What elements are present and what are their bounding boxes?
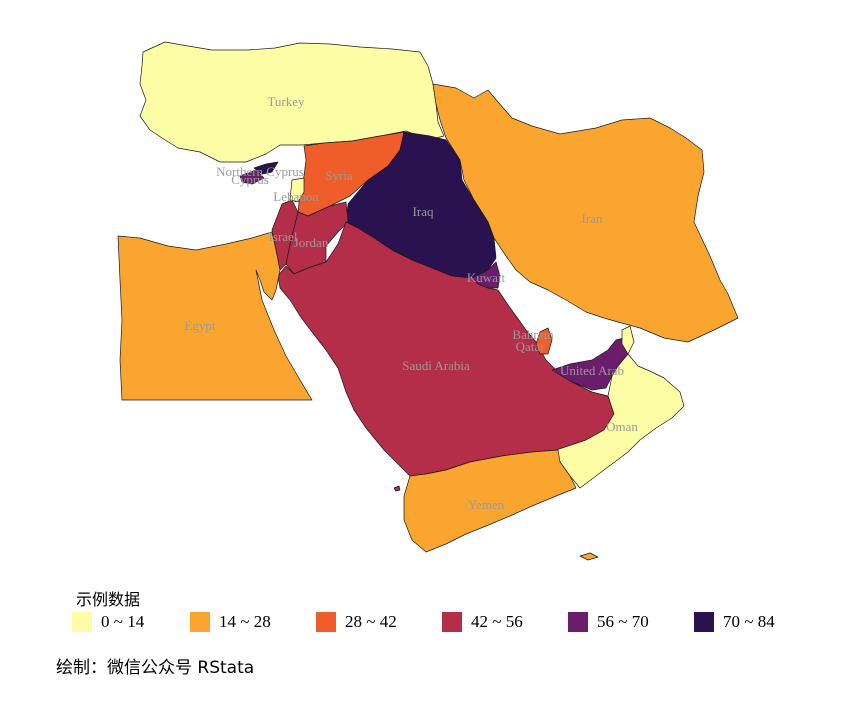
- legend-swatch: [72, 612, 92, 632]
- legend-item: 56 ~ 70: [568, 611, 649, 633]
- label-saudi-arabia: Saudi Arabia: [402, 358, 470, 373]
- label-iran: Iran: [582, 211, 603, 226]
- choropleth-map: Turkey Iran Egypt Yemen Oman Lebanon Syr…: [117, 41, 739, 561]
- legend-swatch: [568, 612, 588, 632]
- label-syria: Syria: [325, 168, 353, 183]
- credit-text: 绘制：微信公众号 RStata: [56, 658, 255, 678]
- legend-swatch: [190, 612, 210, 632]
- legend-item: 28 ~ 42: [316, 611, 397, 633]
- country-lebanon[interactable]: [289, 177, 305, 203]
- legend-label: 56 ~ 70: [597, 612, 649, 631]
- label-kuwait: Kuwait: [467, 270, 506, 285]
- country-saudi-arabia[interactable]: [277, 221, 615, 477]
- country-northern-cyprus[interactable]: [253, 161, 279, 175]
- island-socotra: [579, 552, 599, 561]
- country-qatar[interactable]: [535, 327, 553, 355]
- label-oman: Oman: [606, 419, 638, 434]
- label-jordan: Jordan: [294, 235, 329, 250]
- label-israel: Israel: [269, 229, 298, 244]
- label-cyprus: Cyprus: [231, 172, 269, 187]
- label-northern-cyprus: Northern Cyprus: [216, 164, 304, 179]
- legend-title: 示例数据: [76, 590, 141, 609]
- legend-label: 14 ~ 28: [219, 612, 271, 631]
- legend-item: 14 ~ 28: [190, 611, 271, 633]
- label-egypt: Egypt: [184, 318, 215, 333]
- legend-swatch: [694, 612, 714, 632]
- country-egypt[interactable]: [117, 231, 313, 401]
- legend: 0 ~ 14 14 ~ 28 28 ~ 42 42 ~ 56 56 ~ 70 7…: [72, 611, 832, 635]
- legend-label: 70 ~ 84: [723, 612, 775, 631]
- legend-swatch: [316, 612, 336, 632]
- legend-label: 28 ~ 42: [345, 612, 397, 631]
- legend-item: 70 ~ 84: [694, 611, 775, 633]
- country-turkey[interactable]: [139, 41, 445, 163]
- label-bahrain: Bahrain: [512, 327, 554, 342]
- legend-label: 42 ~ 56: [471, 612, 523, 631]
- legend-item: 0 ~ 14: [72, 611, 144, 633]
- label-yemen: Yemen: [468, 497, 505, 512]
- legend-swatch: [442, 612, 462, 632]
- country-cyprus[interactable]: [239, 169, 265, 185]
- country-yemen[interactable]: [403, 449, 577, 553]
- country-oman[interactable]: [555, 325, 685, 489]
- legend-item: 42 ~ 56: [442, 611, 523, 633]
- label-turkey: Turkey: [267, 94, 305, 109]
- label-uae: United Arab: [560, 363, 624, 378]
- label-lebanon: Lebanon: [273, 189, 319, 204]
- label-qatar: Qatar: [516, 339, 546, 354]
- island-farasan: [393, 485, 401, 492]
- legend-label: 0 ~ 14: [101, 612, 145, 631]
- label-iraq: Iraq: [413, 204, 434, 219]
